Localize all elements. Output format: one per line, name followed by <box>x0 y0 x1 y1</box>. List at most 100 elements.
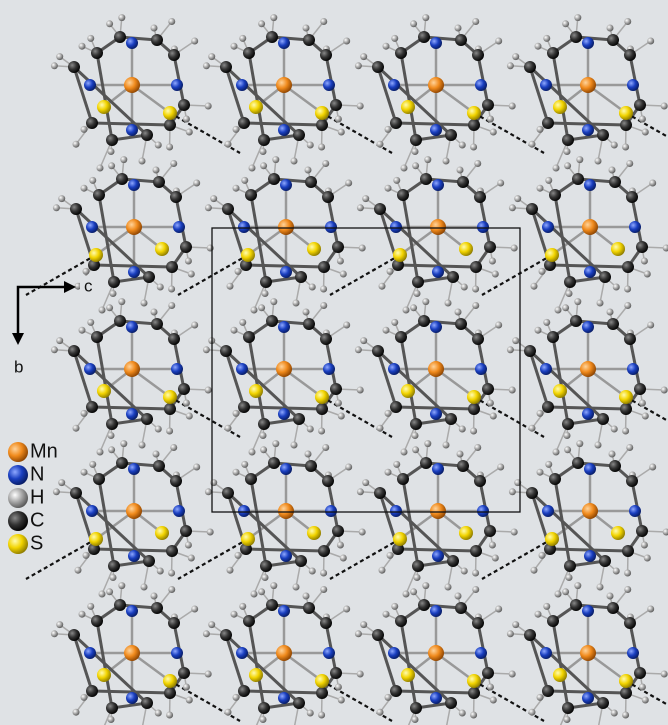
sulfur <box>619 674 633 688</box>
hydrogen <box>97 165 104 172</box>
carbon <box>318 261 330 273</box>
hydrogen <box>622 144 629 151</box>
hydrogen <box>613 568 620 575</box>
manganese <box>126 503 142 519</box>
carbon <box>564 560 576 572</box>
hydrogen <box>335 116 342 123</box>
hydrogen <box>141 584 148 591</box>
hydrogen <box>73 709 80 716</box>
nitrogen <box>84 79 96 91</box>
nitrogen <box>475 363 487 375</box>
carbon <box>170 191 182 203</box>
manganese <box>580 361 596 377</box>
hydrogen <box>153 167 160 174</box>
hydrogen <box>639 684 646 691</box>
hydrogen <box>535 43 542 50</box>
hydrogen <box>293 300 300 307</box>
hydrogen <box>183 400 190 407</box>
hydrogen <box>139 158 146 165</box>
carbon <box>410 702 422 714</box>
legend-label: C <box>30 509 44 531</box>
carbon <box>447 271 459 283</box>
crystal-structure: c b MnNHCS <box>0 0 668 725</box>
hydrogen <box>642 129 649 136</box>
carbon <box>266 599 278 611</box>
nitrogen <box>126 37 138 49</box>
carbon <box>418 31 430 43</box>
carbon <box>570 599 582 611</box>
sulfur <box>307 242 321 256</box>
nitrogen <box>171 647 183 659</box>
hydrogen <box>574 14 581 21</box>
hydrogen <box>89 461 96 468</box>
carbon <box>222 203 234 215</box>
nitrogen <box>477 221 489 233</box>
hydrogen <box>56 621 63 628</box>
hydrogen <box>231 327 238 334</box>
hydrogen <box>639 400 646 407</box>
hydrogen <box>607 309 614 316</box>
bond <box>553 337 568 424</box>
carbon <box>445 129 457 141</box>
hydrogen <box>564 148 571 155</box>
hydrogen <box>360 621 367 628</box>
hydrogen <box>260 148 267 155</box>
hydrogen <box>626 160 633 167</box>
carbon <box>626 191 638 203</box>
hydrogen <box>495 322 502 329</box>
carbon <box>114 31 126 43</box>
carbon <box>238 685 250 697</box>
hydrogen <box>461 568 468 575</box>
sulfur <box>163 390 177 404</box>
manganese <box>430 503 446 519</box>
carbon <box>484 241 496 253</box>
carbon <box>320 617 332 629</box>
hydrogen <box>507 630 514 637</box>
sulfur <box>249 384 263 398</box>
hydrogen <box>509 387 516 394</box>
nitrogen <box>430 692 442 704</box>
hydrogen <box>51 346 58 353</box>
sulfur <box>459 242 473 256</box>
sulfur <box>611 526 625 540</box>
carbon <box>143 271 155 283</box>
hydrogen <box>235 552 242 559</box>
sulfur <box>89 532 103 546</box>
nitrogen <box>582 124 594 136</box>
carbon <box>222 487 234 499</box>
carbon <box>220 629 232 641</box>
hydrogen <box>613 284 620 291</box>
hydrogen <box>108 148 115 155</box>
hydrogen <box>663 245 668 252</box>
hydrogen <box>191 606 198 613</box>
hydrogen <box>410 588 417 595</box>
hydrogen <box>383 43 390 50</box>
hydrogen <box>355 630 362 637</box>
hydrogen <box>270 14 277 21</box>
hydrogen <box>512 337 519 344</box>
carbon <box>106 134 118 146</box>
nitrogen <box>388 79 400 91</box>
carbon <box>268 173 280 185</box>
hydrogen <box>318 428 325 435</box>
hydrogen <box>203 630 210 637</box>
hydrogen <box>191 38 198 45</box>
hydrogen <box>410 304 417 311</box>
sulfur <box>241 248 255 262</box>
carbon <box>395 47 407 59</box>
carbon <box>106 702 118 714</box>
manganese <box>582 219 598 235</box>
carbon <box>597 697 609 709</box>
hydrogen <box>595 442 602 449</box>
hydrogen <box>391 35 398 42</box>
hydrogen <box>186 129 193 136</box>
hydrogen <box>393 177 400 184</box>
carbon <box>455 34 467 46</box>
hydrogen <box>414 290 421 297</box>
carbon <box>332 525 344 537</box>
hydrogen <box>51 62 58 69</box>
hydrogen <box>260 432 267 439</box>
manganese <box>580 77 596 93</box>
nitrogen <box>323 79 335 91</box>
nitrogen <box>323 363 335 375</box>
